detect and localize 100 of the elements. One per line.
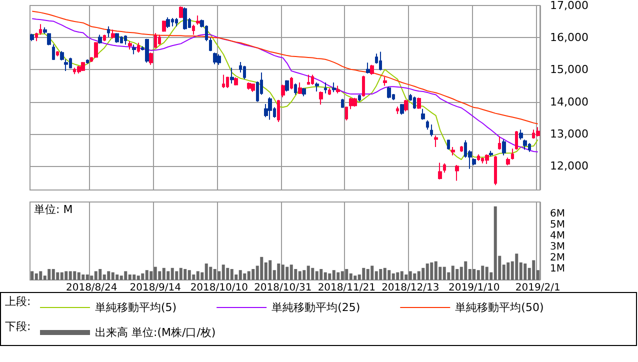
candlestick xyxy=(52,44,55,61)
bar xyxy=(298,271,302,280)
candlestick xyxy=(494,155,497,186)
bar xyxy=(506,262,510,280)
x-tick-label: 2018/11/21 xyxy=(318,282,376,294)
candlestick xyxy=(94,42,98,58)
candlestick xyxy=(149,52,153,66)
bar xyxy=(379,269,382,280)
candlestick xyxy=(336,85,340,94)
bar xyxy=(196,271,200,280)
candlestick xyxy=(196,14,200,26)
candlestick xyxy=(460,146,463,152)
bar xyxy=(345,269,348,280)
candlestick xyxy=(383,76,387,86)
candlestick xyxy=(434,134,438,148)
candlestick xyxy=(455,164,459,182)
bar xyxy=(320,269,323,280)
candlestick xyxy=(30,33,34,42)
candlestick xyxy=(98,34,102,44)
bar xyxy=(354,276,357,280)
candlestick xyxy=(230,67,234,84)
y-tick-label: 13,000 xyxy=(550,127,588,140)
candlestick xyxy=(247,82,251,90)
candlestick xyxy=(217,54,221,66)
bar xyxy=(388,270,391,280)
legend-label: 出来高 単位:(M株/口/枚) xyxy=(95,326,216,339)
x-tick-label: 2018/8/24 xyxy=(66,282,118,294)
bar xyxy=(179,268,182,280)
candlestick xyxy=(115,32,119,44)
candlestick xyxy=(421,108,425,120)
candlestick xyxy=(222,74,225,88)
candlestick xyxy=(328,88,331,96)
bar xyxy=(94,271,98,280)
candlestick xyxy=(162,20,166,32)
y-tick-label: 2M xyxy=(550,252,565,264)
bar xyxy=(315,271,318,280)
bar xyxy=(60,272,64,280)
bar xyxy=(336,272,340,280)
y-tick-label: 5M xyxy=(550,220,565,231)
candlestick xyxy=(498,136,501,150)
candlestick xyxy=(396,106,399,114)
candlestick xyxy=(430,124,433,137)
bar xyxy=(39,271,42,280)
bar xyxy=(286,266,289,280)
bar xyxy=(434,261,438,280)
bar xyxy=(413,273,416,280)
legend-label: 単純移動平均(25) xyxy=(272,301,360,314)
bar xyxy=(324,272,327,280)
candlestick xyxy=(290,76,293,90)
bar xyxy=(400,271,404,280)
bar xyxy=(175,271,178,280)
bar xyxy=(392,273,395,280)
candlestick xyxy=(353,97,357,108)
bar xyxy=(204,264,208,280)
candlestick xyxy=(175,18,178,27)
legend-title: 上段: xyxy=(5,295,31,308)
bar xyxy=(86,274,89,280)
bar xyxy=(532,260,536,280)
bar xyxy=(426,264,429,280)
candlestick xyxy=(404,99,408,112)
candlestick xyxy=(451,146,455,156)
bar xyxy=(268,260,272,280)
candlestick xyxy=(502,139,506,156)
bar xyxy=(141,273,144,280)
candlestick xyxy=(307,74,310,86)
candlestick xyxy=(366,62,370,74)
y-tick-label: 6M xyxy=(550,208,565,220)
bar xyxy=(281,264,284,280)
bar xyxy=(328,273,332,280)
bar xyxy=(213,269,216,280)
candlestick xyxy=(47,32,51,46)
candlestick xyxy=(128,40,132,50)
candlestick xyxy=(298,82,302,95)
candlestick xyxy=(302,87,306,97)
bar xyxy=(82,274,85,280)
legend-label: 単純移動平均(5) xyxy=(95,301,177,314)
bar xyxy=(408,271,412,280)
candlestick xyxy=(341,98,344,108)
candlestick xyxy=(90,56,93,62)
candlestick xyxy=(349,97,353,110)
candlestick xyxy=(268,96,272,120)
candlestick xyxy=(285,80,289,92)
x-tick-label: 2018/10/31 xyxy=(254,282,312,294)
bar xyxy=(116,274,119,280)
bar xyxy=(524,264,527,280)
candlestick xyxy=(332,82,336,93)
candlestick xyxy=(519,129,523,140)
candlestick xyxy=(294,82,297,96)
bar xyxy=(226,268,230,280)
y-tick-label: 16,000 xyxy=(550,31,588,44)
bar xyxy=(332,270,336,280)
candlestick xyxy=(417,97,421,110)
candlestick xyxy=(370,64,374,76)
x-tick-label: 2019/2/1 xyxy=(515,282,560,294)
bar xyxy=(136,276,140,280)
bar xyxy=(422,268,425,280)
candlestick xyxy=(379,51,382,71)
y-tick-label: 12,000 xyxy=(550,159,588,172)
candlestick xyxy=(132,44,136,55)
y-tick-label: 1M xyxy=(550,264,565,275)
